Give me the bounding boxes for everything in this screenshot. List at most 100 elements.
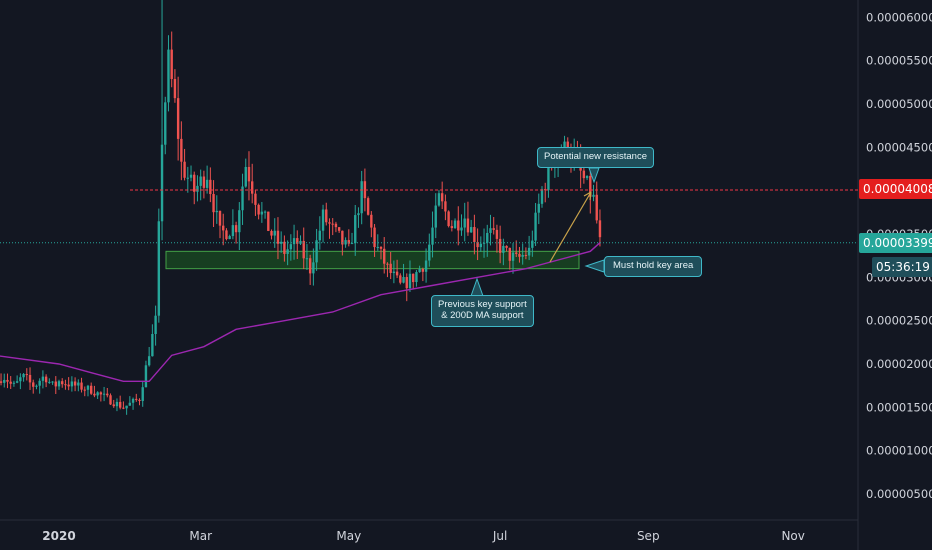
candle-body xyxy=(180,138,183,162)
candle-body xyxy=(247,166,251,182)
candle-body xyxy=(154,315,157,335)
candle-body xyxy=(473,227,476,243)
candle-body xyxy=(102,393,106,395)
candle-body xyxy=(3,379,6,383)
candle-body xyxy=(415,272,418,283)
candle-body xyxy=(176,98,180,139)
candle-body xyxy=(54,381,57,387)
candle-body xyxy=(527,247,531,256)
support-zone xyxy=(165,250,580,270)
candle-body xyxy=(318,230,322,241)
candle-body xyxy=(447,211,450,227)
candle-body xyxy=(93,393,96,396)
candle-body xyxy=(341,230,344,245)
candle-body xyxy=(515,252,518,254)
annotation-potential-resistance[interactable]: Potential new resistance xyxy=(537,147,654,168)
candle-body xyxy=(67,384,70,387)
candle-body xyxy=(305,258,309,260)
x-axis: 2020 Mar May Jul Sep Nov xyxy=(42,529,805,543)
annotation-previous-support[interactable]: Previous key support & 200D MA support xyxy=(431,295,534,327)
candle-body xyxy=(582,170,586,179)
y-tick-label: 0.00001000 xyxy=(866,444,932,458)
candle-body xyxy=(296,238,299,244)
candle-body xyxy=(469,227,473,233)
candle-body xyxy=(434,205,437,228)
candle-body xyxy=(598,220,602,238)
candle-body xyxy=(257,204,260,215)
candle-body xyxy=(241,186,244,211)
candle-body xyxy=(35,385,38,387)
candle-body xyxy=(106,393,109,396)
candle-body xyxy=(25,374,28,376)
candle-body xyxy=(73,381,77,386)
candle-body xyxy=(125,405,128,409)
candle-body xyxy=(263,211,267,213)
candle-body xyxy=(77,382,80,386)
candle-body xyxy=(283,241,286,254)
annotation-line-2: & 200D MA support xyxy=(441,309,524,321)
candle-body xyxy=(482,242,486,244)
candle-body xyxy=(386,263,389,265)
candle-body xyxy=(511,252,515,261)
callout-pointer-resistance xyxy=(588,167,600,184)
candle-body xyxy=(186,177,189,179)
candle-body xyxy=(147,356,151,366)
lines xyxy=(0,189,858,383)
candle-body xyxy=(199,176,202,186)
ma-200d-line xyxy=(0,242,601,383)
candle-body xyxy=(537,203,540,213)
candle-body xyxy=(492,228,495,230)
last-price-tag: 0.00003399 xyxy=(859,233,932,253)
target-arrow-line xyxy=(549,191,592,263)
annotation-line-1: Previous key support xyxy=(438,299,527,310)
candle-body xyxy=(202,176,206,188)
candle-body xyxy=(225,230,228,240)
candle-body xyxy=(325,209,328,223)
annotation-must-hold[interactable]: Must hold key area xyxy=(604,256,703,277)
candle-body xyxy=(505,245,508,248)
candle-body xyxy=(260,211,264,215)
candle-body xyxy=(279,241,283,244)
candle-body xyxy=(19,377,22,382)
candle-body xyxy=(212,194,215,213)
candle-body xyxy=(389,263,392,273)
candle-body xyxy=(276,230,280,244)
candle-body xyxy=(144,365,148,388)
candle-body xyxy=(254,193,257,205)
candle-body xyxy=(131,398,135,403)
candle-body xyxy=(589,175,592,197)
candle-body xyxy=(193,174,196,192)
y-tick-label: 0.00002000 xyxy=(866,357,932,371)
candle-body xyxy=(173,79,177,99)
candles xyxy=(0,0,602,415)
candle-body xyxy=(399,275,402,283)
candle-body xyxy=(357,213,360,216)
x-tick-label: Sep xyxy=(637,529,660,543)
candle-body xyxy=(370,214,373,228)
candle-body xyxy=(12,382,16,384)
candle-body xyxy=(151,334,154,357)
candle-body xyxy=(354,215,357,244)
candle-body xyxy=(383,248,386,264)
candle-body xyxy=(428,244,431,261)
x-tick-label: Nov xyxy=(781,529,804,543)
candle-body xyxy=(251,181,254,194)
candle-body xyxy=(135,398,138,400)
y-tick-label: 0.00006000 xyxy=(866,10,932,24)
candle-body xyxy=(70,381,74,387)
annotation-text: Must hold key area xyxy=(613,260,694,271)
candle-body xyxy=(270,230,273,236)
y-tick-label: 0.00001500 xyxy=(866,400,932,414)
candle-body xyxy=(502,245,505,253)
candle-body xyxy=(408,273,412,289)
target-arrow-head xyxy=(583,191,592,201)
candle-body xyxy=(244,166,247,187)
candle-body xyxy=(115,401,119,407)
candle-body xyxy=(28,374,32,383)
candle-body xyxy=(0,381,3,383)
candle-body xyxy=(308,258,312,274)
y-tick-label: 0.00005000 xyxy=(866,97,932,111)
resistance-price-tag: 0.00004008 xyxy=(859,179,932,199)
candle-body xyxy=(350,243,354,245)
